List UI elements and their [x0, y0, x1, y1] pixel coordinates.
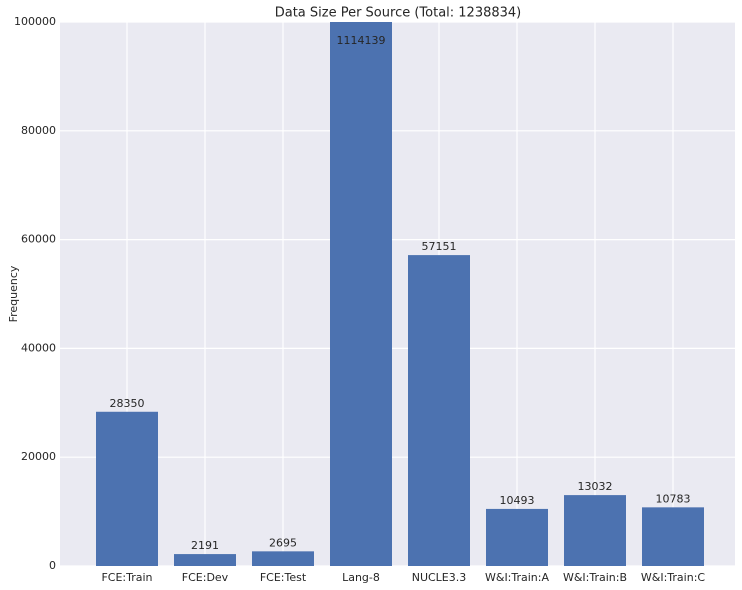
- bar: [174, 554, 236, 566]
- bar: [486, 508, 548, 566]
- y-tick-label: 20000: [21, 450, 56, 463]
- bar: [408, 255, 470, 566]
- y-tick-label: 80000: [21, 124, 56, 137]
- bar: [642, 507, 704, 566]
- data-label: 13032: [578, 480, 613, 493]
- plot-background: [60, 22, 735, 566]
- grid: [60, 21, 735, 567]
- data-label: 2191: [191, 539, 219, 552]
- y-tick-label: 60000: [21, 233, 56, 246]
- chart-title: Data Size Per Source (Total: 1238834): [275, 6, 522, 21]
- data-label: 10783: [656, 492, 691, 505]
- x-tick-label: Lang-8: [342, 571, 380, 584]
- bar: [330, 22, 392, 566]
- data-label: 2695: [269, 536, 297, 549]
- data-label: 1114139: [337, 34, 386, 47]
- bars: [96, 22, 704, 566]
- x-tick-label: FCE:Test: [260, 571, 307, 584]
- bar: [252, 551, 314, 566]
- y-axis-label: Frequency: [7, 265, 20, 322]
- x-tick-label: FCE:Dev: [182, 571, 229, 584]
- y-tick-label: 40000: [21, 341, 56, 354]
- labels: 0 20000 40000 60000 80000 100000 FCE:Train 2835…: [14, 15, 705, 584]
- bar: [564, 495, 626, 566]
- x-tick-label: W&I:Train:C: [641, 571, 706, 584]
- x-tick-label: W&I:Train:A: [485, 571, 550, 584]
- data-label: 28350: [110, 397, 145, 410]
- y-tick-label: 100000: [14, 15, 56, 28]
- data-label: 57151: [422, 240, 457, 253]
- x-tick-label: NUCLE3.3: [412, 571, 467, 584]
- bar: [96, 411, 158, 566]
- data-label: 10493: [500, 494, 535, 507]
- y-tick-label: 0: [49, 559, 56, 572]
- x-tick-label: FCE:Train: [101, 571, 152, 584]
- x-tick-label: W&I:Train:B: [563, 571, 627, 584]
